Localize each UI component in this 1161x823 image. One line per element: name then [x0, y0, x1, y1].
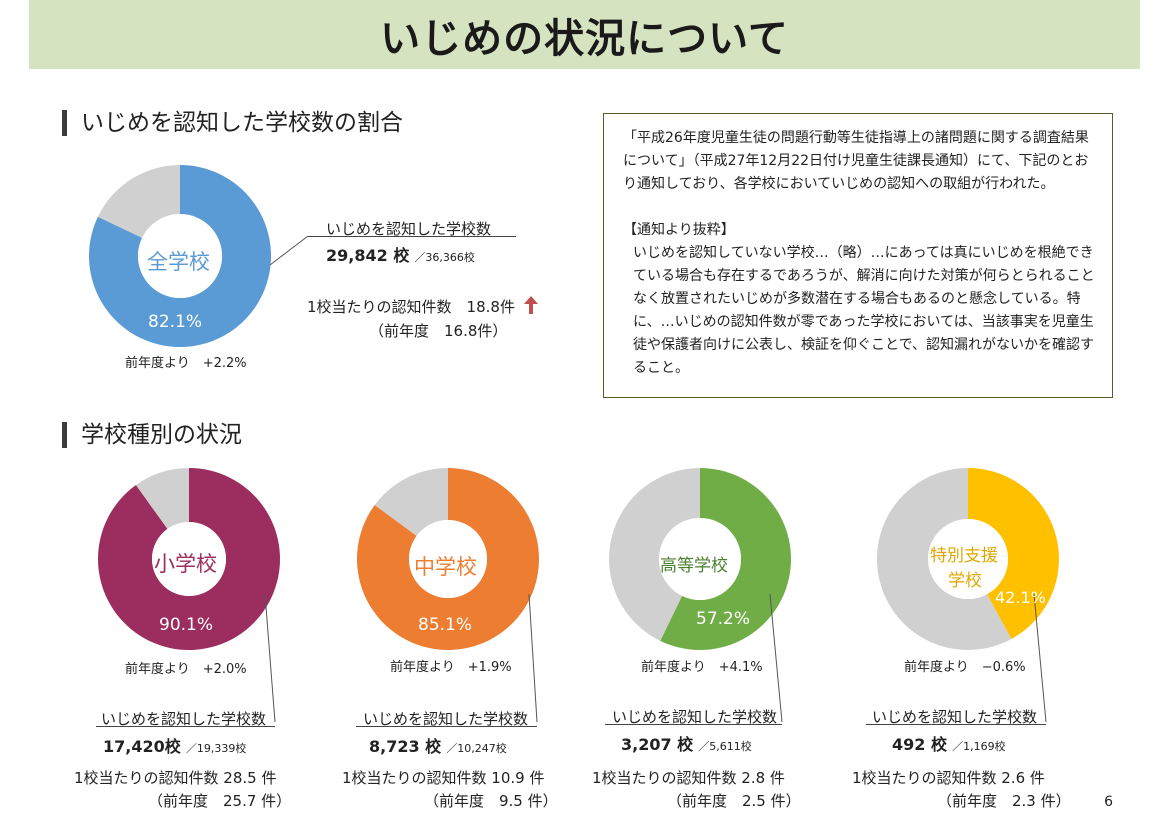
slice-not-recognized-1: [135, 468, 189, 529]
junior-high-recognized-label: いじめを認知した学校数: [363, 710, 529, 728]
elementary-per-school: 1校当たりの認知件数 28.5 件: [74, 769, 277, 787]
special-support-per-school-prev: （前年度 2.3 件）: [937, 792, 1071, 810]
slice-not-recognized-0: [97, 165, 180, 238]
leader-line-special-support: [1033, 593, 1047, 723]
high-school-count: 3,207 校: [621, 735, 694, 754]
leader-line-elementary: [264, 593, 276, 723]
donut-hole-4: [928, 519, 1008, 599]
elementary-center-label: 小学校: [154, 552, 217, 576]
special-support-counts: 492 校 ／1,169校: [892, 731, 1006, 755]
donut-hole-1: [152, 522, 226, 596]
special-support-count: 492 校: [892, 735, 947, 754]
donut-chart-overall: [88, 165, 271, 347]
slice-not-recognized-3: [609, 468, 700, 641]
overall-center-label: 全学校: [147, 250, 210, 274]
notice-excerpt-body: いじめを認知していない学校…（略）…にあっては真にいじめを根絶できている場合も存…: [633, 245, 1095, 376]
junior-high-count: 8,723 校: [369, 737, 442, 756]
junior-high-underline: [356, 726, 537, 727]
arrow-up-icon: [524, 296, 538, 314]
junior-high-center-label: 中学校: [414, 555, 477, 579]
donut-chart-special-support: [877, 468, 1059, 650]
high-school-percent-label: 57.2%: [696, 609, 751, 629]
junior-high-percent-label: 85.1%: [418, 615, 473, 635]
section-heading-overall: いじめを認知した学校数の割合: [62, 110, 403, 136]
overall-underline: [308, 236, 516, 237]
special-support-recognized-label: いじめを認知した学校数: [872, 708, 1038, 726]
high-school-per-school: 1校当たりの認知件数 2.8 件: [592, 769, 785, 787]
slice-recognized-1: [98, 468, 281, 650]
overall-recognized-count: 29,842 校: [326, 246, 410, 265]
special-support-per-school: 1校当たりの認知件数 2.6 件: [852, 769, 1045, 787]
high-school-underline: [605, 724, 782, 725]
elementary-percent-label: 90.1%: [159, 615, 214, 635]
donut-chart-high-school: [609, 468, 791, 650]
overall-recognized-label: いじめを認知した学校数: [326, 220, 492, 238]
leader-line-junior-high: [528, 593, 538, 723]
overall-percent-label: 82.1%: [148, 312, 203, 332]
special-support-center-label-line2: 学校: [948, 571, 982, 591]
overall-per-school: 1校当たりの認知件数 18.8件: [307, 298, 515, 316]
high-school-center-label: 高等学校: [660, 556, 728, 576]
elementary-total: ／19,339校: [185, 742, 247, 755]
high-school-change: 前年度より +4.1%: [641, 660, 763, 675]
junior-high-change: 前年度より +1.9%: [390, 660, 512, 675]
overall-change: 前年度より +2.2%: [125, 356, 247, 371]
elementary-counts: 17,420校 ／19,339校: [103, 733, 246, 757]
elementary-per-school-prev: （前年度 25.7 件）: [148, 792, 292, 810]
elementary-count: 17,420校: [103, 737, 181, 756]
slice-recognized-3: [660, 468, 791, 650]
special-support-total: ／1,169校: [952, 740, 1006, 753]
special-support-percent-label: 42.1%: [995, 588, 1046, 607]
donut-hole-3: [659, 518, 741, 600]
elementary-underline: [96, 726, 275, 727]
junior-high-counts: 8,723 校 ／10,247校: [369, 733, 507, 757]
high-school-total: ／5,611校: [698, 740, 752, 753]
slice-not-recognized-2: [374, 468, 448, 536]
leader-line-overall: [269, 235, 309, 266]
junior-high-total: ／10,247校: [446, 742, 507, 755]
overall-total-count: ／36,366校: [414, 251, 475, 264]
title-banner: いじめの状況について: [29, 0, 1140, 69]
notice-intro: 「平成26年度児童生徒の問題行動等生徒指導上の諸問題に関する調査結果について」（…: [623, 130, 1089, 192]
special-support-center-label-line1: 特別支援: [930, 546, 998, 566]
elementary-change: 前年度より +2.0%: [125, 662, 247, 677]
junior-high-per-school-prev: （前年度 9.5 件）: [424, 792, 558, 810]
donut-hole-0: [138, 214, 222, 298]
special-support-change: 前年度より −0.6%: [904, 660, 1026, 675]
overall-per-school-prev: （前年度 16.8件）: [369, 322, 508, 340]
elementary-recognized-label: いじめを認知した学校数: [101, 710, 267, 728]
page-number: 6: [1104, 794, 1113, 810]
page-title: いじめの状況について: [380, 15, 789, 62]
high-school-per-school-prev: （前年度 2.5 件）: [667, 792, 801, 810]
slice-recognized-4: [968, 468, 1059, 640]
high-school-recognized-label: いじめを認知した学校数: [612, 708, 778, 726]
overall-counts: 29,842 校 ／36,366校: [326, 242, 475, 266]
donut-chart-elementary: [98, 468, 281, 650]
slice-recognized-0: [88, 165, 271, 347]
junior-high-per-school: 1校当たりの認知件数 10.9 件: [342, 769, 545, 787]
section-heading-types: 学校種別の状況: [62, 422, 242, 448]
donut-chart-junior-high: [357, 468, 539, 650]
special-support-underline: [866, 724, 1046, 725]
notice-box: 「平成26年度児童生徒の問題行動等生徒指導上の諸問題に関する調査結果について」（…: [603, 113, 1113, 398]
slice-not-recognized-4: [877, 468, 1012, 650]
slice-recognized-2: [357, 468, 539, 650]
high-school-counts: 3,207 校 ／5,611校: [621, 731, 752, 755]
notice-excerpt-heading: 【通知より抜粋】: [623, 222, 735, 238]
leader-line-high-school: [769, 593, 783, 723]
donut-hole-2: [409, 520, 487, 598]
